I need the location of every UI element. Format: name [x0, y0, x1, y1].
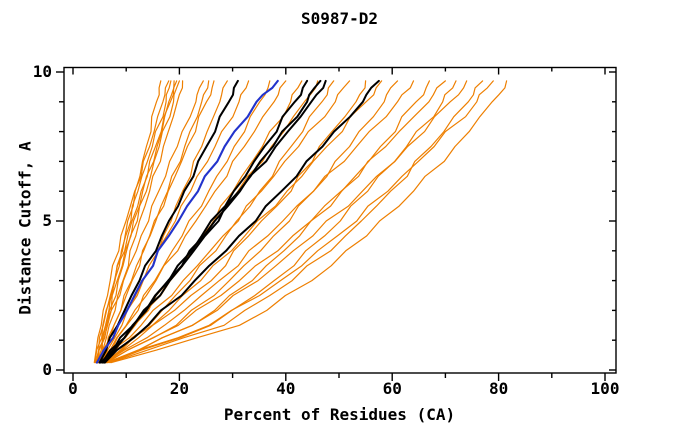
curve-orange-13 — [100, 80, 271, 364]
curve-orange-07 — [98, 80, 162, 364]
curve-orange-01 — [93, 80, 170, 364]
curve-black-4 — [99, 79, 309, 364]
x-tick-label: 40 — [276, 379, 295, 398]
curve-orange-29 — [110, 80, 508, 364]
x-tick-label: 20 — [170, 379, 189, 398]
x-tick-label: 100 — [591, 379, 620, 398]
curve-orange-06 — [97, 80, 184, 364]
curve-orange-10 — [100, 80, 215, 364]
curve-blue-1 — [95, 79, 279, 364]
curve-orange-22 — [103, 80, 415, 364]
y-tick-label: 0 — [42, 360, 52, 379]
curve-orange-27 — [109, 80, 484, 364]
curve-black-5 — [103, 79, 380, 364]
curve-orange-05 — [96, 80, 180, 364]
curve-orange-24 — [104, 80, 446, 364]
curve-orange-26 — [105, 80, 468, 364]
x-axis-label: Percent of Residues (CA) — [223, 405, 456, 424]
x-tick-label: 0 — [68, 379, 78, 398]
x-tick-label: 80 — [489, 379, 508, 398]
curve-orange-21 — [106, 80, 399, 364]
plot-box — [63, 66, 617, 374]
curve-orange-28 — [106, 80, 494, 364]
curve-orange-20 — [102, 80, 383, 364]
chart-title: S0987-D2 — [300, 9, 379, 28]
y-tick-label: 10 — [33, 62, 52, 81]
curve-orange-19 — [105, 80, 367, 364]
y-axis-label: Distance Cutoff, A — [15, 141, 35, 315]
curve-orange-04 — [95, 80, 178, 364]
curve-orange-08 — [95, 80, 204, 364]
x-tick-label: 60 — [383, 379, 402, 398]
curve-black-1 — [98, 79, 239, 364]
curve-orange-14 — [102, 80, 287, 364]
curve-orange-18 — [101, 80, 351, 364]
y-tick-label: 5 — [42, 211, 52, 230]
